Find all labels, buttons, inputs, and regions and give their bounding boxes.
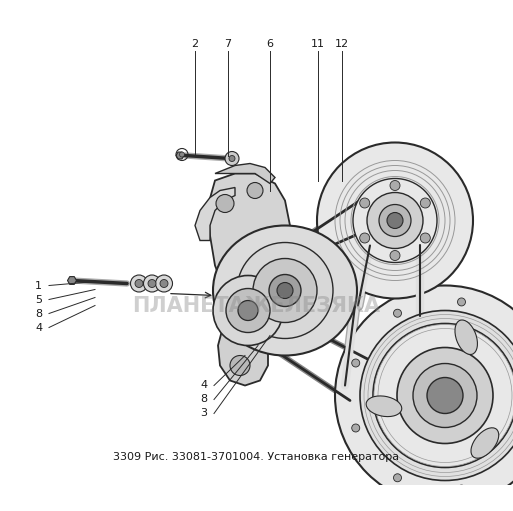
Circle shape: [317, 143, 473, 298]
Circle shape: [213, 275, 283, 345]
Circle shape: [230, 356, 250, 376]
Circle shape: [226, 289, 270, 333]
Text: 3: 3: [200, 408, 207, 419]
Polygon shape: [68, 276, 76, 285]
Circle shape: [253, 259, 317, 322]
Circle shape: [135, 280, 143, 288]
Circle shape: [458, 298, 465, 306]
Circle shape: [277, 283, 293, 298]
Circle shape: [360, 311, 513, 480]
Text: 7: 7: [225, 38, 231, 49]
Circle shape: [367, 193, 423, 248]
Circle shape: [148, 280, 156, 288]
Text: 4: 4: [35, 322, 42, 333]
Circle shape: [420, 233, 430, 243]
Ellipse shape: [366, 396, 402, 416]
Circle shape: [237, 243, 333, 338]
Circle shape: [420, 198, 430, 208]
Circle shape: [353, 178, 437, 263]
Circle shape: [251, 327, 265, 340]
Circle shape: [269, 274, 301, 307]
Text: 8: 8: [35, 309, 42, 318]
Text: 4: 4: [200, 381, 207, 390]
Circle shape: [397, 347, 493, 444]
Text: 8: 8: [200, 394, 207, 405]
Polygon shape: [208, 174, 290, 300]
Text: ПЛАНЕТАЖЕЛЕЗЯКА: ПЛАНЕТАЖЕЛЕЗЯКА: [132, 295, 380, 315]
Ellipse shape: [471, 428, 499, 458]
Text: 1: 1: [35, 281, 42, 290]
Circle shape: [352, 359, 360, 367]
Polygon shape: [195, 188, 235, 241]
Circle shape: [393, 309, 402, 317]
Circle shape: [225, 151, 239, 166]
Polygon shape: [218, 320, 268, 385]
Circle shape: [160, 280, 168, 288]
Circle shape: [390, 180, 400, 191]
Polygon shape: [176, 152, 184, 159]
Circle shape: [458, 485, 465, 493]
Circle shape: [360, 233, 370, 243]
Circle shape: [335, 286, 513, 505]
Text: 11: 11: [311, 38, 325, 49]
Circle shape: [180, 152, 185, 157]
Ellipse shape: [213, 225, 357, 356]
Circle shape: [413, 363, 477, 428]
Circle shape: [229, 155, 235, 161]
Ellipse shape: [455, 320, 478, 355]
Polygon shape: [215, 164, 275, 183]
Circle shape: [373, 323, 513, 468]
Circle shape: [427, 378, 463, 413]
Circle shape: [155, 275, 172, 292]
Circle shape: [352, 424, 360, 432]
Circle shape: [393, 474, 402, 482]
Circle shape: [387, 213, 403, 228]
Text: 6: 6: [266, 38, 273, 49]
Circle shape: [216, 195, 234, 213]
Text: 2: 2: [191, 38, 199, 49]
Circle shape: [130, 275, 148, 292]
Circle shape: [360, 198, 370, 208]
Text: 5: 5: [35, 294, 42, 305]
Circle shape: [238, 300, 258, 320]
Text: 3309 Рис. 33081-3701004. Установка генератора: 3309 Рис. 33081-3701004. Установка генер…: [113, 453, 399, 462]
Text: 12: 12: [335, 38, 349, 49]
Circle shape: [379, 204, 411, 237]
Circle shape: [247, 182, 263, 198]
Circle shape: [144, 275, 161, 292]
Circle shape: [390, 250, 400, 261]
